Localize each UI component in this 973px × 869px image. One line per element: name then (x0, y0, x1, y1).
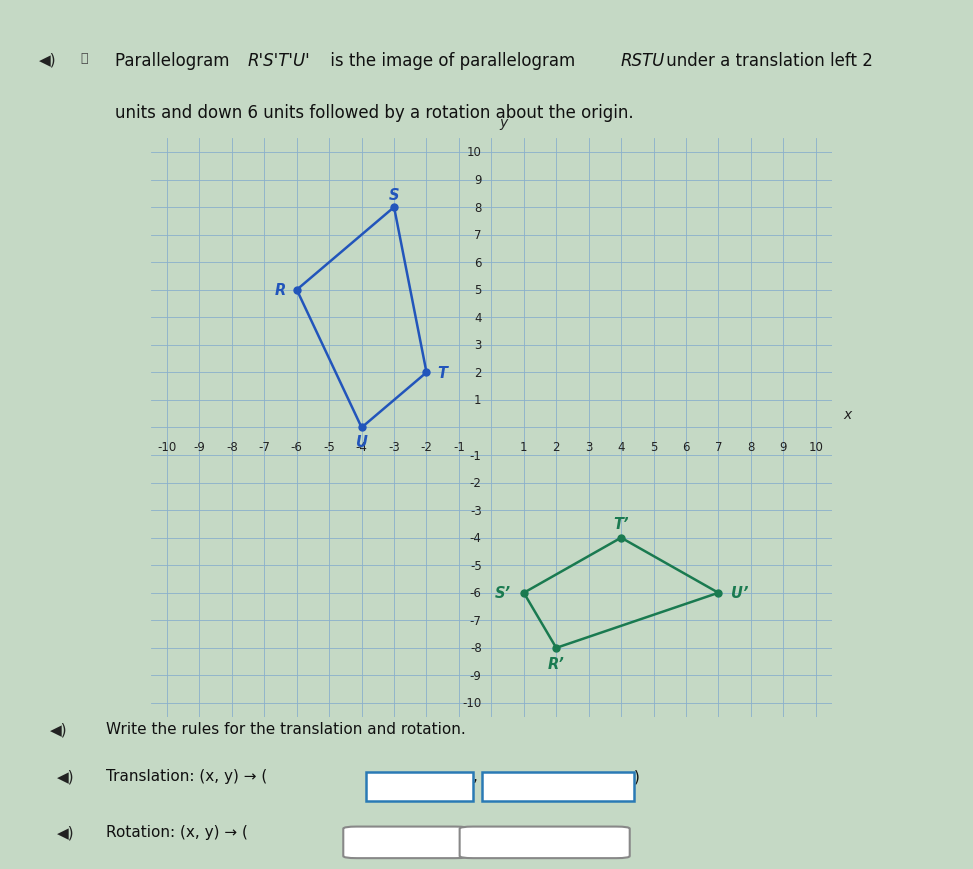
Text: -1: -1 (453, 441, 465, 454)
Text: S: S (389, 188, 399, 203)
Text: S’: S’ (494, 586, 511, 600)
Text: T’: T’ (613, 517, 629, 532)
Text: ,: , (473, 768, 478, 784)
Text: -9: -9 (194, 441, 205, 454)
Text: -7: -7 (259, 441, 270, 454)
Text: -5: -5 (470, 559, 482, 572)
Text: U: U (356, 434, 368, 449)
Text: 6: 6 (474, 256, 482, 269)
Text: 7: 7 (714, 441, 722, 454)
Text: 1: 1 (474, 394, 482, 407)
Text: ⧉: ⧉ (80, 52, 88, 65)
Text: -10: -10 (158, 441, 177, 454)
Text: ): ) (621, 825, 627, 839)
Text: 10: 10 (809, 441, 823, 454)
Text: 3: 3 (474, 339, 482, 352)
Text: -6: -6 (470, 587, 482, 600)
Text: -10: -10 (462, 697, 482, 710)
Text: U’: U’ (731, 586, 748, 600)
Text: y: y (499, 116, 508, 129)
Text: -8: -8 (226, 441, 237, 454)
Text: -4: -4 (470, 532, 482, 545)
Text: 2: 2 (474, 367, 482, 380)
Text: RSTU: RSTU (621, 52, 665, 70)
Text: Rotation: (x, y) → (: Rotation: (x, y) → ( (106, 825, 248, 839)
Text: units and down 6 units followed by a rotation about the origin.: units and down 6 units followed by a rot… (115, 104, 633, 123)
Text: -5: -5 (323, 441, 335, 454)
Text: 5: 5 (474, 284, 482, 297)
Text: 10: 10 (467, 146, 482, 159)
Text: -3: -3 (388, 441, 400, 454)
Text: 6: 6 (682, 441, 690, 454)
Text: -9: -9 (470, 669, 482, 682)
Text: 9: 9 (474, 174, 482, 187)
Text: 3: 3 (585, 441, 593, 454)
Text: 9: 9 (779, 441, 787, 454)
Text: 1: 1 (520, 441, 527, 454)
Text: ◀): ◀) (56, 768, 75, 784)
FancyBboxPatch shape (459, 826, 630, 859)
Text: T: T (438, 366, 448, 381)
Text: ): ) (634, 768, 640, 784)
Text: Write the rules for the translation and rotation.: Write the rules for the translation and … (106, 721, 466, 736)
Text: R: R (275, 283, 286, 298)
Text: Translation: (x, y) → (: Translation: (x, y) → ( (106, 768, 268, 784)
Text: is the image of parallelogram: is the image of parallelogram (325, 52, 581, 70)
Text: under a translation left 2: under a translation left 2 (661, 52, 873, 70)
Text: -8: -8 (470, 641, 482, 654)
Text: -7: -7 (470, 614, 482, 627)
FancyBboxPatch shape (482, 773, 634, 801)
Text: 4: 4 (474, 311, 482, 324)
FancyBboxPatch shape (366, 773, 473, 801)
Text: -1: -1 (470, 449, 482, 462)
Text: ◀): ◀) (56, 825, 75, 839)
Text: -2: -2 (420, 441, 432, 454)
Text: x: x (844, 407, 851, 421)
Text: -2: -2 (470, 476, 482, 489)
Text: Parallelogram: Parallelogram (115, 52, 234, 70)
Text: ,: , (459, 825, 464, 839)
Text: 2: 2 (553, 441, 560, 454)
Text: 8: 8 (747, 441, 754, 454)
Text: R’: R’ (548, 656, 564, 671)
Text: ◀): ◀) (50, 721, 67, 736)
Text: R'S'T'U': R'S'T'U' (247, 52, 310, 70)
Text: -3: -3 (470, 504, 482, 517)
Text: 4: 4 (617, 441, 625, 454)
Text: 5: 5 (650, 441, 657, 454)
FancyBboxPatch shape (343, 826, 469, 859)
Text: 7: 7 (474, 229, 482, 242)
Text: ◀): ◀) (39, 52, 56, 67)
Text: -6: -6 (291, 441, 303, 454)
Text: -4: -4 (356, 441, 368, 454)
Text: 8: 8 (474, 202, 482, 215)
